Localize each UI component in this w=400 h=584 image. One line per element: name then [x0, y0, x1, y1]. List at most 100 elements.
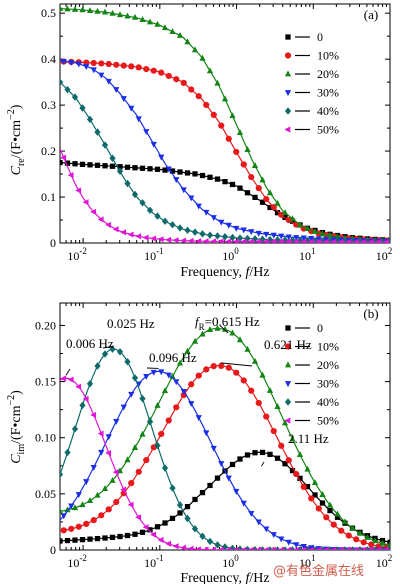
marker-square	[87, 162, 93, 168]
marker-triangle-down	[113, 418, 120, 425]
plot-frame	[59, 3, 391, 244]
marker-triangle-down	[240, 227, 247, 234]
y-tick-label: 0.10	[35, 431, 56, 445]
marker-triangle-left	[277, 546, 284, 550]
marker-triangle-down	[120, 96, 127, 102]
marker-triangle-left	[172, 237, 179, 243]
marker-triangle-left	[142, 524, 149, 531]
marker-triangle-down	[135, 116, 142, 123]
marker-triangle-left	[67, 172, 74, 179]
marker-triangle-up	[349, 524, 356, 531]
marker-triangle-left	[150, 531, 157, 538]
marker-triangle-down	[75, 61, 82, 68]
legend-item: 20%	[284, 358, 339, 372]
marker-triangle-up	[60, 507, 64, 514]
marker-triangle-left	[284, 126, 291, 133]
annotation-leader	[102, 345, 114, 349]
marker-diamond	[71, 93, 79, 101]
marker-circle	[255, 185, 262, 192]
marker-triangle-left	[210, 238, 217, 243]
marker-circle	[90, 517, 97, 524]
marker-triangle-down	[173, 379, 180, 386]
marker-square	[259, 199, 266, 205]
marker-triangle-up	[176, 32, 184, 38]
marker-triangle-up	[274, 403, 281, 409]
x-tick-label: 102	[376, 553, 393, 570]
marker-square	[252, 194, 258, 201]
series-10pct	[60, 58, 390, 243]
marker-triangle-up	[146, 18, 154, 25]
marker-triangle-left	[150, 235, 157, 242]
marker-circle	[143, 456, 150, 464]
marker-circle	[270, 427, 277, 435]
marker-diamond	[146, 206, 154, 215]
marker-circle	[225, 135, 232, 142]
marker-triangle-up	[229, 112, 236, 119]
marker-triangle-left	[315, 546, 322, 550]
marker-triangle-left	[315, 238, 322, 243]
x-axis-title: Frequency, f/Hz	[180, 571, 269, 584]
x-tick-label: 100	[222, 553, 239, 570]
marker-square	[199, 172, 206, 179]
legend-item: 30%	[284, 377, 339, 391]
marker-triangle-left	[187, 237, 194, 243]
marker-triangle-left	[292, 546, 299, 550]
marker-square	[79, 536, 86, 543]
marker-triangle-left	[82, 395, 89, 402]
y-tick-label: 0.15	[35, 375, 56, 389]
marker-triangle-down	[248, 510, 255, 517]
marker-triangle-left	[202, 546, 209, 550]
marker-square	[117, 164, 123, 170]
marker-triangle-up	[284, 361, 292, 368]
marker-circle	[218, 122, 225, 129]
marker-triangle-up	[244, 146, 251, 152]
marker-triangle-left	[247, 546, 254, 550]
marker-triangle-up	[259, 371, 266, 378]
marker-square	[312, 492, 318, 498]
marker-triangle-left	[352, 546, 359, 550]
marker-circle	[278, 211, 285, 218]
marker-triangle-up	[296, 221, 304, 228]
y-tick-label: 0.2	[41, 144, 56, 158]
marker-square	[214, 475, 221, 481]
marker-triangle-down	[225, 475, 232, 482]
marker-triangle-up	[101, 485, 109, 491]
annotation-leader	[220, 325, 229, 334]
marker-triangle-up	[71, 504, 79, 511]
marker-triangle-up	[304, 465, 311, 472]
marker-diamond	[214, 541, 221, 549]
y-axis-title: Cre/(F•cm−2)	[6, 104, 27, 175]
marker-triangle-left	[172, 543, 179, 550]
marker-circle	[98, 60, 105, 67]
y-tick-label: 0.1	[41, 190, 56, 204]
marker-triangle-down	[240, 500, 247, 507]
marker-square	[169, 515, 176, 522]
marker-triangle-up	[266, 386, 274, 393]
marker-square	[229, 461, 236, 468]
marker-triangle-down	[120, 404, 127, 411]
marker-triangle-down	[233, 488, 240, 495]
marker-triangle-down	[165, 166, 172, 173]
marker-triangle-left	[120, 229, 127, 236]
marker-square	[192, 171, 198, 177]
series-30pct	[60, 369, 390, 550]
marker-square	[207, 482, 213, 489]
marker-triangle-up	[371, 537, 379, 544]
marker-triangle-left	[307, 238, 314, 243]
marker-circle	[210, 111, 217, 118]
marker-diamond	[94, 362, 101, 370]
marker-triangle-down	[143, 373, 150, 380]
marker-triangle-left	[337, 546, 344, 550]
marker-triangle-down	[210, 215, 217, 221]
marker-triangle-up	[161, 387, 169, 394]
marker-circle	[128, 479, 135, 487]
marker-circle	[203, 366, 210, 373]
series-line	[60, 60, 390, 242]
marker-triangle-up	[64, 5, 71, 12]
marker-circle	[240, 377, 247, 384]
legend-item: 20%	[284, 67, 339, 81]
marker-triangle-left	[337, 238, 344, 243]
marker-triangle-up	[169, 372, 176, 379]
marker-triangle-up	[161, 24, 169, 31]
marker-triangle-left	[285, 238, 292, 243]
